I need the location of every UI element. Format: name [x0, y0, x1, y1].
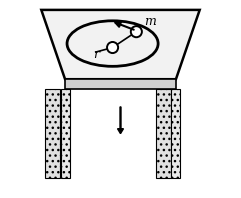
Bar — [61, 89, 70, 178]
Polygon shape — [65, 79, 176, 89]
Text: m: m — [144, 15, 156, 28]
Bar — [156, 89, 171, 178]
Polygon shape — [41, 10, 200, 79]
Text: r: r — [93, 48, 99, 61]
Circle shape — [131, 26, 142, 37]
Circle shape — [107, 42, 118, 53]
Bar — [45, 89, 60, 178]
Bar — [171, 89, 180, 178]
FancyArrow shape — [118, 107, 123, 134]
